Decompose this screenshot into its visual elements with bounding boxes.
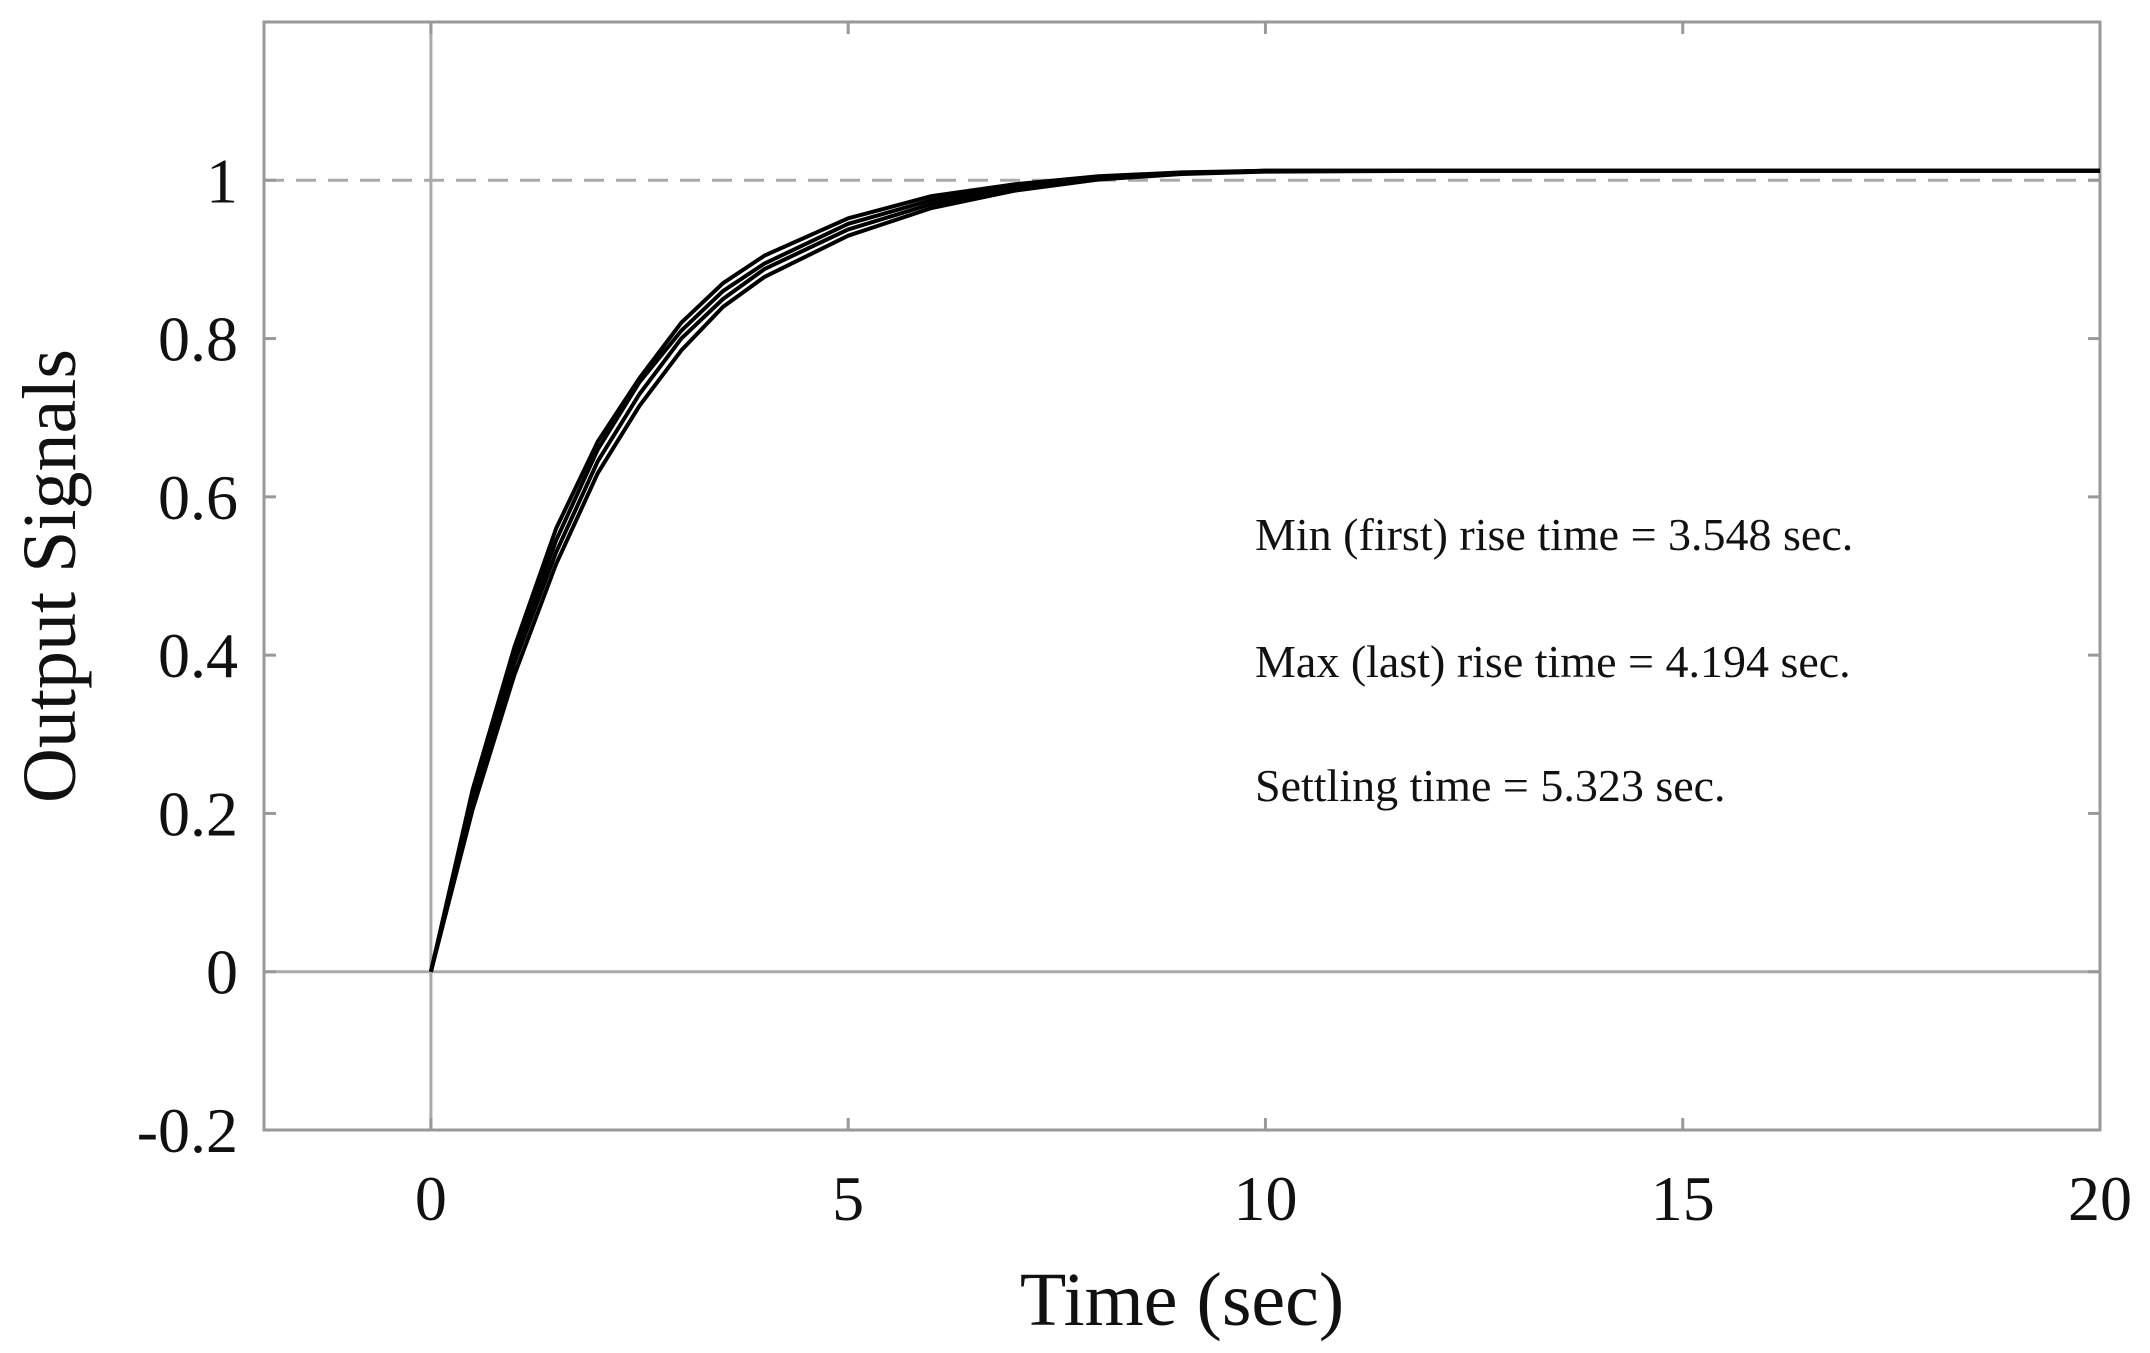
annotation-max-rise-time: Max (last) rise time = 4.194 sec. (1255, 636, 1851, 687)
axis-ticks (264, 22, 2102, 1132)
response-curve-4 (428, 168, 2100, 973)
annotation-min-rise-time: Min (first) rise time = 3.548 sec. (1255, 509, 1853, 560)
y-tick-label: -0.2 (137, 1095, 238, 1166)
plot-area (262, 20, 2102, 1132)
reference-lines (264, 22, 2100, 1130)
x-tick-label: 5 (832, 1163, 864, 1234)
y-tick-label: 0.4 (158, 620, 238, 691)
y-axis-title: Output Signals (8, 349, 92, 803)
x-tick-label: 10 (1233, 1163, 1297, 1234)
y-tick-label: 1 (206, 145, 238, 216)
response-curves (428, 168, 2100, 973)
tick-labels: 0 5 10 15 20 -0.2 0 0.2 0.4 0.6 0.8 1 (137, 145, 2132, 1234)
annotation-settling-time: Settling time = 5.323 sec. (1255, 760, 1726, 811)
y-tick-label: 0 (206, 937, 238, 1008)
y-tick-label: 0.6 (158, 462, 238, 533)
y-tick-label: 0.8 (158, 304, 238, 375)
y-tick-label: 0.2 (158, 778, 238, 849)
x-tick-label: 0 (415, 1163, 447, 1234)
x-tick-label: 15 (1651, 1163, 1715, 1234)
x-axis-title: Time (sec) (1020, 1258, 1344, 1342)
x-tick-label: 20 (2068, 1163, 2132, 1234)
annotations: Min (first) rise time = 3.548 sec. Max (… (1255, 509, 1853, 811)
